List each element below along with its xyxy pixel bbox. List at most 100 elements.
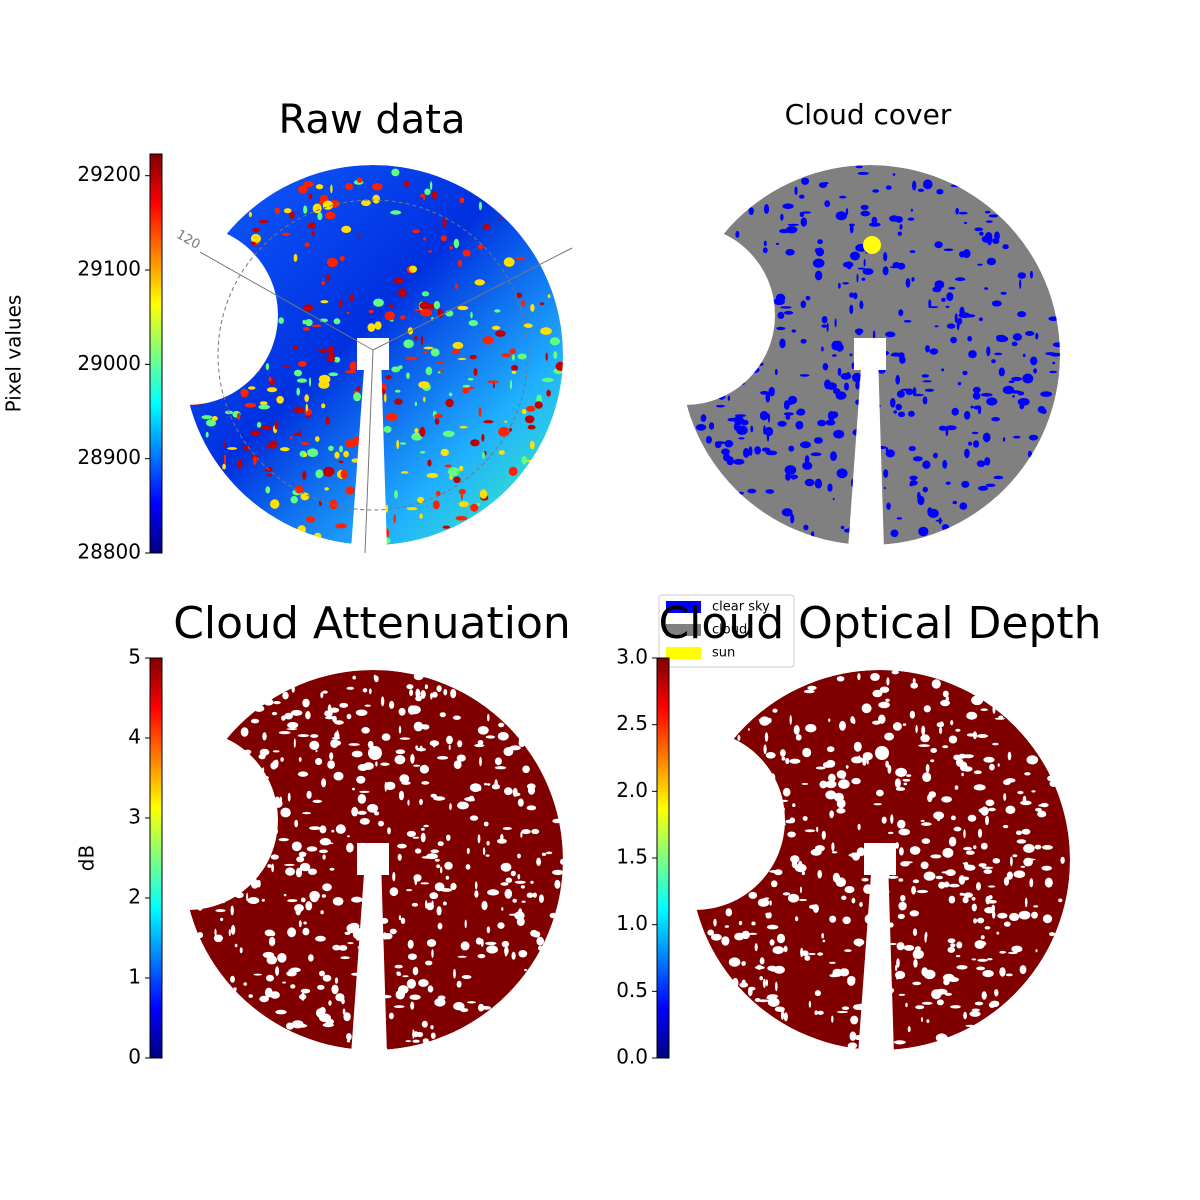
sky-blob [734, 314, 740, 322]
sky-blob [986, 346, 991, 357]
sky-blob [770, 880, 778, 888]
sky-blob [782, 787, 791, 797]
sky-blob [736, 363, 748, 369]
sky-blob [956, 965, 968, 970]
sky-blob [936, 722, 944, 728]
sky-blob [421, 827, 425, 831]
sky-blob [259, 401, 268, 405]
sky-blob [781, 756, 786, 761]
sky-blob [503, 257, 515, 267]
sky-blob [206, 419, 216, 427]
sky-blob [920, 861, 929, 870]
sky-blob [853, 741, 862, 752]
sky-blob [754, 798, 761, 809]
sky-blob [487, 380, 499, 384]
sky-blob [1013, 435, 1021, 439]
sky-blob [244, 402, 257, 408]
sky-blob [234, 943, 238, 948]
sky-blob [305, 901, 313, 911]
sky-blob [280, 757, 284, 762]
sky-blob [943, 248, 954, 252]
sky-blob [462, 384, 471, 388]
sky-blob [334, 356, 341, 363]
sky-blob [897, 262, 906, 270]
sky-blob [895, 842, 899, 849]
sky-blob [309, 826, 321, 830]
sky-blob [890, 529, 899, 538]
sky-blob [230, 905, 234, 916]
sky-blob [248, 211, 252, 218]
colorbar-tick-label: 2.0 [616, 778, 648, 802]
sky-blob [731, 784, 740, 790]
sky-blob [885, 449, 895, 458]
sky-blob [409, 265, 417, 273]
sky-blob [800, 886, 802, 894]
sky-blob [203, 883, 212, 888]
sky-blob [250, 241, 256, 245]
sky-blob [487, 783, 491, 786]
sky-blob [951, 407, 959, 416]
sky-blob [302, 698, 310, 708]
sky-blob [925, 764, 930, 773]
sky-blob [466, 847, 470, 855]
sky-blob [306, 846, 318, 852]
sky-blob [420, 335, 424, 346]
sky-blob [527, 424, 536, 430]
sky-blob [981, 991, 987, 1000]
sky-blob [552, 818, 563, 824]
sky-blob [448, 392, 453, 397]
sky-blob [483, 420, 494, 424]
sky-blob [942, 690, 949, 698]
sky-blob [477, 244, 484, 250]
sky-blob [923, 871, 936, 881]
sky-blob [517, 874, 521, 880]
sky-blob [521, 900, 526, 903]
sky-blob [857, 673, 861, 681]
sky-blob [295, 907, 301, 916]
sky-blob [963, 1011, 967, 1020]
sky-blob [326, 257, 338, 268]
sky-blob [287, 899, 298, 903]
sky-blob [971, 958, 977, 961]
sky-blob [334, 720, 344, 725]
sky-blob [268, 376, 272, 382]
azimuth-line [372, 247, 573, 351]
sky-blob [716, 765, 729, 770]
sky-blob [945, 481, 951, 485]
sky-blob [783, 400, 790, 410]
sky-blob [861, 277, 866, 281]
sky-blob [400, 917, 406, 924]
sky-blob [251, 363, 260, 370]
sky-blob [300, 988, 311, 994]
sky-blob [405, 889, 413, 892]
sky-blob [435, 490, 441, 497]
sky-blob [381, 995, 392, 999]
sky-blob [375, 479, 382, 487]
sky-blob [728, 801, 736, 811]
sky-blob [775, 981, 778, 992]
sky-blob [280, 447, 290, 452]
sky-blob [497, 838, 507, 844]
sky-blob [211, 844, 215, 848]
sky-blob [420, 451, 426, 454]
sky-blob [366, 982, 376, 990]
sky-blob [799, 194, 805, 199]
sky-blob [768, 842, 773, 851]
sky-blob [861, 877, 869, 882]
sky-blob [509, 348, 517, 355]
sky-blob [777, 311, 785, 319]
sky-blob [852, 429, 862, 436]
sky-blob [850, 251, 860, 261]
sky-blob [511, 354, 515, 361]
sky-blob [1033, 368, 1037, 374]
sky-blob [959, 892, 965, 896]
sky-blob [413, 673, 424, 681]
sky-blob [430, 849, 440, 854]
sky-blob [270, 499, 280, 509]
sky-blob [977, 828, 983, 838]
sky-blob [1015, 830, 1023, 836]
sky-blob [931, 679, 941, 689]
sky-blob [259, 995, 269, 1003]
sky-blob [922, 396, 928, 405]
sky-blob [498, 722, 505, 728]
